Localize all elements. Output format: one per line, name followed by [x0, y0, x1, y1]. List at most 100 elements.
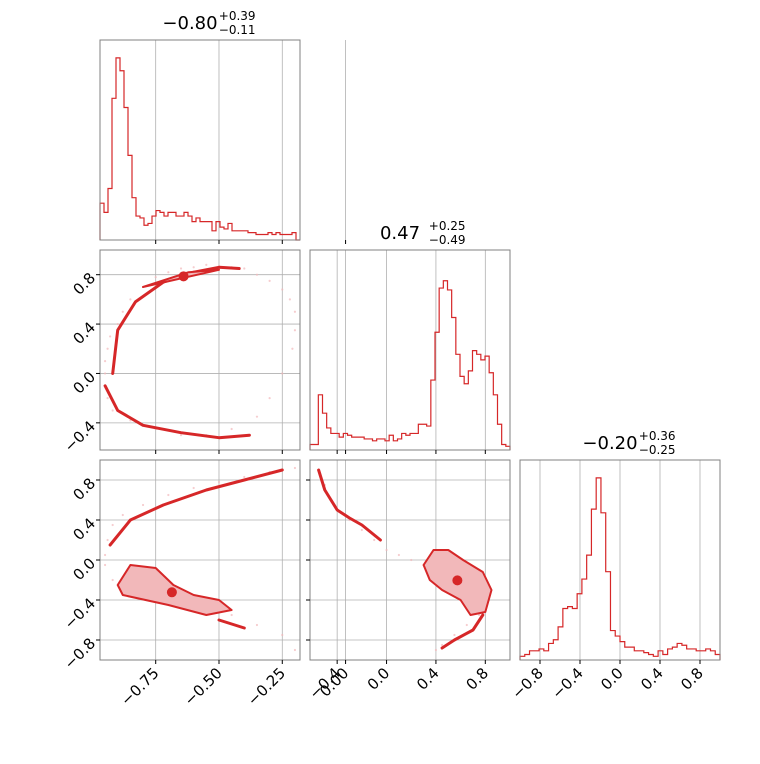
- y-tick-label: −0.4: [61, 594, 99, 632]
- x-tick-label: 0.0: [597, 664, 627, 694]
- scatter-point: [293, 310, 297, 313]
- param-title-0: −0.80: [162, 13, 217, 34]
- histogram-1: [309, 280, 511, 450]
- panel-0-0: [155, 40, 346, 240]
- scatter-point: [109, 335, 112, 338]
- scatter-point: [192, 486, 195, 490]
- param-title-minus-0: −0.11: [219, 23, 256, 37]
- panel-2-1: [310, 460, 510, 660]
- scatter-point: [192, 266, 195, 269]
- y-tick-label: 0.8: [69, 269, 99, 299]
- scatter-point: [167, 271, 170, 274]
- contour-0-2: [108, 468, 284, 630]
- scatter-point: [111, 523, 114, 527]
- scatter-point: [243, 475, 246, 479]
- scatter-point: [121, 310, 124, 313]
- x-tick-label: −0.8: [508, 664, 546, 702]
- panel-frame: [309, 249, 511, 451]
- param-title-minus-2: −0.25: [639, 443, 676, 457]
- scatter-point: [293, 648, 297, 652]
- scatter-point: [397, 553, 400, 557]
- scatter-point: [255, 415, 259, 418]
- scatter-point: [255, 623, 259, 627]
- scatter-point: [293, 466, 297, 470]
- scatter-point: [288, 298, 291, 301]
- contour-1-2: [317, 468, 493, 650]
- scatter-point: [255, 273, 259, 276]
- y-tick-label: −0.4: [61, 417, 99, 455]
- histogram-0: [99, 57, 300, 241]
- scatter-point: [453, 633, 456, 637]
- y-tick-label: 0.0: [69, 554, 99, 584]
- param-title-plus-0: +0.39: [219, 9, 256, 23]
- scatter-point: [111, 578, 114, 582]
- contour-line: [103, 384, 251, 440]
- y-tick-label: 0.4: [69, 514, 99, 544]
- scatter-point: [205, 263, 208, 266]
- x-tick-label: 0.8: [463, 664, 493, 694]
- scatter-0-2: [103, 466, 297, 652]
- scatter-point: [217, 480, 221, 484]
- param-title-minus-1: −0.49: [429, 233, 466, 247]
- histogram-2: [519, 477, 721, 660]
- scatter-point: [103, 360, 107, 363]
- scatter-point: [106, 538, 109, 542]
- scatter-point: [243, 267, 246, 270]
- scatter-point: [373, 538, 376, 542]
- scatter-point: [141, 503, 145, 507]
- scatter-point: [291, 347, 294, 350]
- contour-line: [440, 613, 485, 650]
- scatter-point: [121, 513, 124, 517]
- contour-peak: [178, 271, 189, 282]
- scatter-point: [440, 643, 444, 647]
- scatter-point: [230, 427, 233, 431]
- y-tick-label: 0.0: [69, 368, 99, 398]
- contour-line: [217, 618, 246, 630]
- scatter-point: [385, 548, 388, 552]
- contour-line: [108, 468, 284, 547]
- panel-1-1: [336, 250, 486, 450]
- scatter-point: [281, 372, 284, 375]
- x-tick-label: 0.8: [677, 664, 707, 694]
- scatter-point: [167, 493, 170, 497]
- scatter-point: [434, 648, 438, 652]
- contour-0-1: [103, 265, 251, 440]
- scatter-point: [179, 434, 183, 437]
- scatter-point: [103, 372, 107, 375]
- panel-2-2: [539, 460, 701, 660]
- scatter-point: [116, 322, 119, 326]
- scatter-point: [179, 267, 183, 270]
- scatter-point: [106, 397, 109, 400]
- scatter-point: [268, 397, 271, 400]
- scatter-point: [111, 409, 114, 412]
- panel-frame: [99, 39, 301, 241]
- contour-peak: [452, 575, 463, 586]
- panel-frame: [99, 249, 301, 451]
- y-tick-label: −0.8: [61, 634, 99, 672]
- y-tick-label: 0.4: [69, 318, 99, 348]
- scatter-point: [230, 613, 233, 617]
- scatter-point: [360, 528, 363, 532]
- scatter-point: [103, 553, 107, 557]
- x-tick-label: −0.75: [117, 664, 162, 709]
- scatter-point: [106, 347, 109, 350]
- x-tick-label: 0.0: [364, 664, 394, 694]
- x-tick-label: 0.4: [637, 664, 667, 694]
- x-tick-label: −0.4: [548, 664, 586, 702]
- scatter-point: [478, 613, 481, 617]
- x-tick-label: −0.50: [181, 664, 226, 709]
- param-title-plus-2: +0.36: [639, 429, 676, 443]
- scatter-point: [129, 298, 132, 301]
- scatter-point: [293, 329, 297, 332]
- contour-peak: [166, 587, 177, 598]
- scatter-point: [154, 276, 157, 279]
- param-title-2: −0.20: [582, 433, 637, 454]
- scatter-point: [281, 288, 284, 291]
- x-tick-label: −0.25: [244, 664, 289, 709]
- param-title-plus-1: +0.25: [429, 219, 466, 233]
- x-tick-label: 0.4: [413, 664, 443, 694]
- scatter-point: [410, 558, 413, 562]
- param-title-1: 0.47: [380, 223, 420, 244]
